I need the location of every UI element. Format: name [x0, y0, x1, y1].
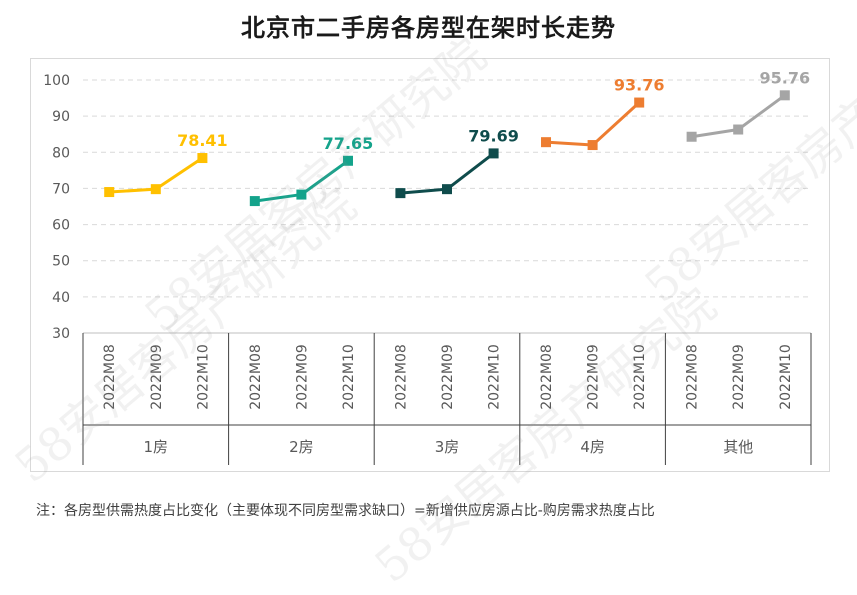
x-tick-label: 2022M10 — [632, 344, 648, 410]
x-tick-label: 2022M10 — [341, 344, 357, 410]
data-point — [296, 189, 307, 200]
x-tick-label: 2022M09 — [731, 344, 747, 410]
group-label: 4房 — [580, 438, 605, 456]
data-point — [342, 155, 353, 166]
y-tick-label: 70 — [52, 181, 70, 197]
x-tick-label: 2022M10 — [778, 344, 794, 410]
data-point — [197, 153, 208, 164]
data-label: 95.76 — [759, 68, 810, 87]
data-point — [249, 196, 260, 207]
x-tick-label: 2022M09 — [440, 344, 456, 410]
group-label: 其他 — [723, 438, 753, 456]
data-point — [150, 184, 161, 195]
data-point — [733, 124, 744, 135]
data-point — [779, 90, 790, 101]
x-tick-label: 2022M08 — [393, 344, 409, 410]
x-tick-label: 2022M09 — [149, 344, 165, 410]
group-label: 2房 — [289, 438, 314, 456]
footnote: 注：各房型供需热度占比变化（主要体现不同房型需求缺口）=新增供应房源占比-购房需… — [36, 503, 655, 519]
x-tick-label: 2022M08 — [685, 344, 701, 410]
y-tick-label: 100 — [43, 73, 70, 89]
x-tick-label: 2022M08 — [248, 344, 264, 410]
x-tick-label: 2022M08 — [539, 344, 555, 410]
data-point — [104, 187, 115, 198]
data-point — [442, 184, 452, 195]
group-label: 3房 — [435, 438, 460, 456]
data-point — [488, 148, 499, 159]
series-line — [545, 101, 641, 147]
data-point — [541, 137, 552, 148]
y-tick-label: 40 — [52, 290, 70, 306]
chart-frame: 30 40 50 60 70 80 90 100 78.41 2022M08 2022M09 2022… — [30, 58, 830, 472]
group-label: 1房 — [144, 438, 169, 456]
data-point — [634, 97, 645, 108]
chart-title: 北京市二手房各房型在架时长走势 — [241, 14, 616, 42]
y-tick-label: 90 — [52, 109, 70, 125]
y-tick-label: 60 — [52, 218, 70, 234]
x-tick-label: 2022M08 — [102, 344, 118, 410]
x-tick-label: 2022M10 — [487, 344, 503, 410]
y-tick-label: 30 — [52, 326, 70, 342]
data-label: 78.41 — [177, 131, 228, 150]
data-label: 79.69 — [468, 126, 519, 145]
data-label: 77.65 — [323, 134, 374, 153]
data-label: 93.76 — [614, 76, 665, 95]
y-tick-label: 80 — [52, 145, 70, 161]
y-tick-label: 50 — [52, 254, 70, 270]
line-chart: 30 40 50 60 70 80 90 100 78.41 2022M08 2022M09 2022… — [43, 68, 812, 465]
data-point — [395, 188, 406, 199]
x-tick-label: 2022M10 — [195, 344, 211, 410]
data-point — [587, 140, 598, 151]
data-point — [686, 131, 697, 142]
x-tick-label: 2022M09 — [586, 344, 602, 410]
x-tick-label: 2022M09 — [294, 344, 310, 410]
